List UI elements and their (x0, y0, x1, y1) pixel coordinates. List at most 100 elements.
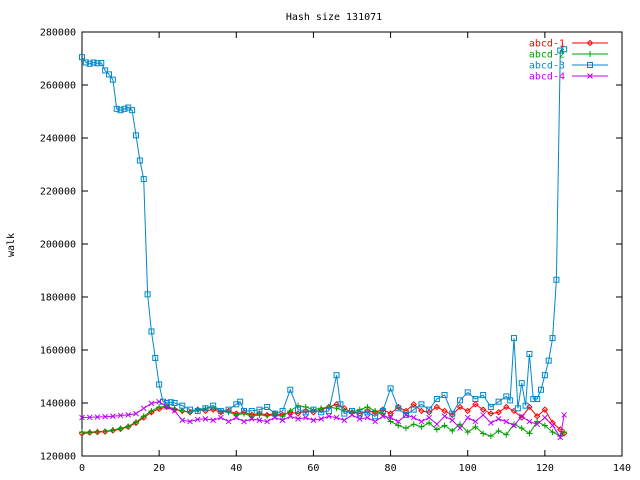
data-point (495, 398, 502, 405)
data-point (426, 414, 432, 421)
data-point (495, 427, 502, 434)
data-point (472, 418, 479, 425)
data-point (341, 417, 348, 424)
data-point (545, 357, 552, 364)
data-point (156, 403, 163, 410)
data-point (522, 402, 529, 409)
data-point (507, 397, 514, 404)
data-point (561, 412, 567, 418)
series-layer (78, 46, 568, 441)
data-point (364, 414, 371, 421)
data-point (472, 401, 479, 408)
y-tick-label: 120000 (40, 452, 76, 463)
data-point (410, 406, 417, 413)
data-point (379, 407, 386, 414)
data-point (279, 413, 286, 420)
data-point (526, 350, 533, 357)
data-point (534, 396, 541, 403)
data-point (561, 429, 568, 436)
data-point (433, 403, 441, 411)
data-point (194, 416, 201, 423)
data-point (418, 407, 425, 415)
data-point (256, 406, 263, 413)
data-point (202, 416, 209, 422)
data-point (79, 54, 85, 61)
data-point (457, 425, 463, 432)
y-tick-label: 260000 (40, 81, 76, 92)
data-point (418, 401, 425, 408)
data-point (542, 414, 548, 421)
data-point (79, 414, 85, 421)
data-point (487, 410, 495, 417)
x-tick-label: 40 (230, 463, 242, 474)
data-point (133, 132, 139, 139)
data-point (337, 401, 344, 408)
data-point (441, 407, 448, 415)
data-point (488, 420, 494, 426)
data-point (218, 414, 224, 421)
data-point (553, 276, 560, 283)
x-tick-label: 120 (536, 463, 554, 474)
series-line (81, 401, 565, 439)
data-point (148, 328, 155, 335)
data-point (403, 425, 409, 432)
data-point (410, 414, 417, 421)
data-point (402, 407, 410, 415)
x-tick-label: 0 (79, 463, 85, 474)
data-point (86, 414, 93, 421)
data-point (302, 409, 309, 416)
series-line (82, 405, 565, 437)
y-tick-label: 140000 (40, 399, 76, 410)
data-point (86, 60, 93, 67)
data-point (549, 429, 556, 436)
data-point (136, 157, 143, 164)
data-point (434, 421, 440, 428)
data-point (256, 417, 263, 424)
data-point (187, 418, 193, 425)
y-tick-label: 200000 (40, 240, 76, 251)
data-point (433, 426, 440, 433)
data-point (248, 407, 255, 414)
data-point (225, 406, 232, 413)
data-point (426, 406, 433, 413)
data-point (152, 354, 159, 361)
data-point (98, 60, 105, 67)
data-point (109, 427, 116, 434)
data-point (518, 425, 525, 432)
data-point (449, 417, 456, 424)
data-point (495, 409, 502, 416)
data-point (171, 408, 178, 414)
x-tick-label: 140 (613, 463, 631, 474)
data-point (333, 405, 340, 412)
data-point (110, 413, 116, 420)
data-point (464, 414, 471, 421)
data-point (457, 421, 463, 428)
data-point (503, 418, 510, 425)
data-point (387, 385, 394, 392)
data-point (125, 412, 132, 418)
data-point (310, 406, 317, 413)
data-point (503, 393, 510, 400)
data-point (295, 406, 301, 413)
data-point (395, 418, 402, 425)
legend-label: abcd-2 (529, 50, 565, 61)
data-point (287, 407, 294, 414)
data-point (310, 417, 317, 424)
data-point (356, 416, 363, 422)
data-point (514, 405, 521, 412)
data-point (410, 421, 417, 428)
data-point (144, 291, 151, 298)
data-point (557, 434, 564, 441)
data-point (341, 410, 348, 417)
data-point (194, 407, 201, 414)
y-tick-label: 180000 (40, 293, 76, 304)
data-point (121, 105, 128, 112)
data-point (237, 398, 244, 405)
data-point (210, 402, 217, 409)
data-point (148, 400, 155, 407)
data-point (148, 407, 155, 414)
data-point (264, 418, 270, 425)
data-point (356, 406, 363, 413)
legend-label: abcd-3 (529, 61, 565, 72)
